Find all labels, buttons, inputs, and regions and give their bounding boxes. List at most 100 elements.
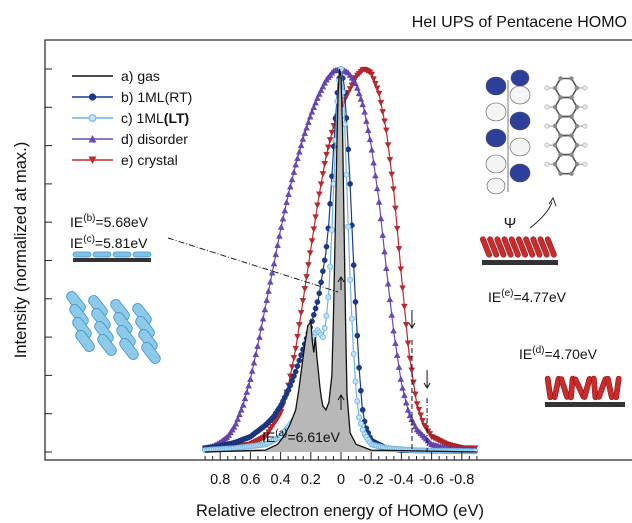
x-tick-label: 0.8 bbox=[210, 472, 230, 488]
data-point bbox=[230, 423, 238, 430]
data-point bbox=[276, 232, 283, 239]
data-point bbox=[259, 315, 267, 322]
data-point bbox=[384, 280, 392, 287]
data-point bbox=[368, 71, 376, 78]
data-point bbox=[415, 406, 423, 413]
y-axis bbox=[45, 68, 52, 453]
data-point bbox=[393, 225, 401, 232]
data-point bbox=[372, 172, 379, 179]
legend-label: a) gas bbox=[121, 68, 160, 84]
data-point bbox=[327, 263, 334, 270]
data-point bbox=[314, 202, 321, 209]
data-point bbox=[343, 171, 350, 178]
orbital-arrow-head bbox=[548, 196, 557, 207]
y-axis-label: Intensity (normalized at max.) bbox=[12, 142, 30, 358]
data-point bbox=[397, 375, 405, 382]
data-point bbox=[261, 306, 269, 313]
data-point bbox=[296, 357, 303, 364]
data-point bbox=[290, 168, 298, 175]
data-point bbox=[310, 312, 317, 318]
data-point bbox=[241, 395, 249, 402]
data-point bbox=[252, 351, 260, 358]
data-point bbox=[317, 181, 325, 188]
x-axis: 0.8 0.6 0.4 0.2 0 -0.2 -0.4 -0.6 -0.8 bbox=[204, 452, 478, 488]
data-point bbox=[352, 378, 359, 385]
legend-label: d) disorder bbox=[121, 131, 188, 147]
data-point bbox=[373, 85, 381, 92]
data-point bbox=[245, 382, 252, 389]
data-point bbox=[312, 305, 319, 312]
data-point bbox=[312, 99, 319, 106]
data-point bbox=[321, 257, 328, 264]
data-point bbox=[347, 181, 353, 187]
data-point bbox=[294, 154, 301, 161]
data-point bbox=[356, 364, 362, 371]
data-point bbox=[354, 398, 361, 405]
data-point bbox=[370, 76, 377, 83]
data-point bbox=[301, 286, 309, 293]
data-point bbox=[397, 266, 405, 273]
x-tick-label: -0.2 bbox=[359, 472, 384, 488]
data-point bbox=[357, 95, 365, 102]
data-point bbox=[355, 90, 363, 97]
data-point bbox=[283, 198, 290, 205]
data-point bbox=[375, 198, 383, 205]
orbital-arrow bbox=[529, 201, 553, 229]
data-point bbox=[328, 226, 335, 233]
chart-title: HeI UPS of Pentacene HOMO bbox=[412, 14, 627, 31]
data-point bbox=[243, 388, 251, 395]
data-point bbox=[384, 142, 392, 149]
data-point bbox=[363, 117, 370, 124]
svg-text:IE(a)=6.61eV: IE(a)=6.61eV bbox=[262, 428, 341, 445]
data-point bbox=[317, 86, 325, 93]
data-point bbox=[327, 200, 333, 207]
series-line bbox=[205, 68, 477, 453]
data-point bbox=[272, 251, 280, 258]
data-point bbox=[350, 350, 357, 357]
annotation-ie-d: IE(d)=4.70eV bbox=[519, 345, 598, 362]
data-point bbox=[319, 334, 326, 341]
data-point bbox=[279, 215, 287, 222]
annotation-ie-b: IE(b)=5.68eV bbox=[70, 213, 149, 230]
data-point bbox=[381, 248, 388, 255]
data-point bbox=[413, 401, 421, 408]
data-point bbox=[303, 124, 310, 131]
data-point bbox=[297, 310, 305, 317]
data-point bbox=[404, 340, 412, 347]
data-point bbox=[325, 294, 332, 301]
data-point bbox=[318, 279, 324, 286]
data-point bbox=[319, 83, 327, 90]
data-point bbox=[357, 420, 364, 427]
data-point bbox=[328, 129, 336, 136]
data-point bbox=[472, 448, 479, 455]
data-point bbox=[377, 100, 385, 107]
data-point bbox=[294, 363, 301, 369]
data-point bbox=[350, 262, 357, 268]
x-tick-label: -0.4 bbox=[389, 472, 414, 488]
data-point bbox=[354, 332, 361, 339]
legend-item: b) 1ML(RT) bbox=[72, 89, 192, 105]
legend-item: d) disorder bbox=[72, 131, 188, 147]
data-point bbox=[296, 322, 303, 329]
data-point bbox=[388, 311, 395, 318]
data-point bbox=[390, 327, 397, 334]
data-point bbox=[296, 148, 303, 155]
data-point bbox=[368, 146, 376, 153]
data-point bbox=[402, 399, 410, 406]
data-point bbox=[364, 126, 372, 133]
data-point bbox=[321, 161, 328, 168]
data-point bbox=[392, 205, 399, 212]
data-point bbox=[321, 79, 328, 86]
legend-label: b) 1ML(RT) bbox=[121, 89, 192, 105]
legend-item: c) 1ML(LT) bbox=[72, 110, 189, 126]
data-point bbox=[281, 207, 289, 214]
psi-symbol: Ψ bbox=[504, 215, 517, 232]
data-point bbox=[390, 186, 397, 193]
data-point bbox=[292, 161, 299, 168]
data-point bbox=[306, 250, 314, 257]
data-point bbox=[379, 109, 386, 116]
data-point bbox=[306, 113, 314, 120]
data-point bbox=[375, 90, 383, 97]
data-point bbox=[399, 285, 406, 292]
